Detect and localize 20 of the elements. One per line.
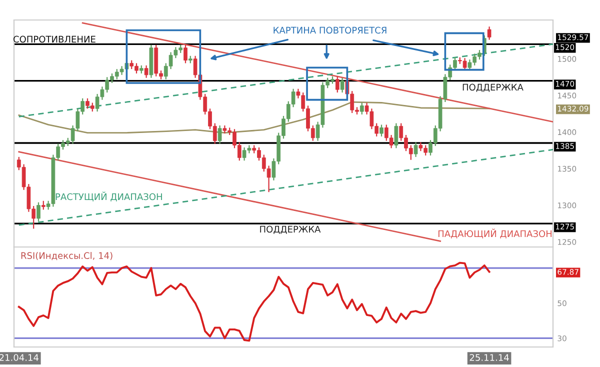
annotation: ПОДДЕРЖКА xyxy=(462,84,524,92)
candlestick xyxy=(218,124,222,144)
candlestick xyxy=(394,122,398,149)
candlestick xyxy=(144,64,148,78)
candlestick xyxy=(340,77,344,94)
candlestick xyxy=(380,124,384,137)
chart-title: RSI(Индексы.Cl, 14) xyxy=(21,252,112,260)
x-tick-label: 25.11.14 xyxy=(470,354,509,361)
candlestick xyxy=(335,76,340,94)
candlestick xyxy=(36,202,40,222)
annotation: СОПРОТИВЛЕНИЕ xyxy=(14,36,96,43)
candlestick xyxy=(360,102,364,116)
candlestick xyxy=(487,26,492,40)
annotation: РАСТУЩИЙ ДИАПАЗОН xyxy=(56,192,162,202)
annotation: ПАДАЮЩИЙ ДИАПАЗОН xyxy=(438,228,552,238)
candlestick xyxy=(184,44,188,64)
line-series xyxy=(18,262,490,342)
candlestick xyxy=(414,142,418,158)
annotation: ПОДДЕРЖКА xyxy=(260,226,321,234)
annotation: КАРТИНА ПОВТОРЯЕТСЯ xyxy=(274,26,386,34)
